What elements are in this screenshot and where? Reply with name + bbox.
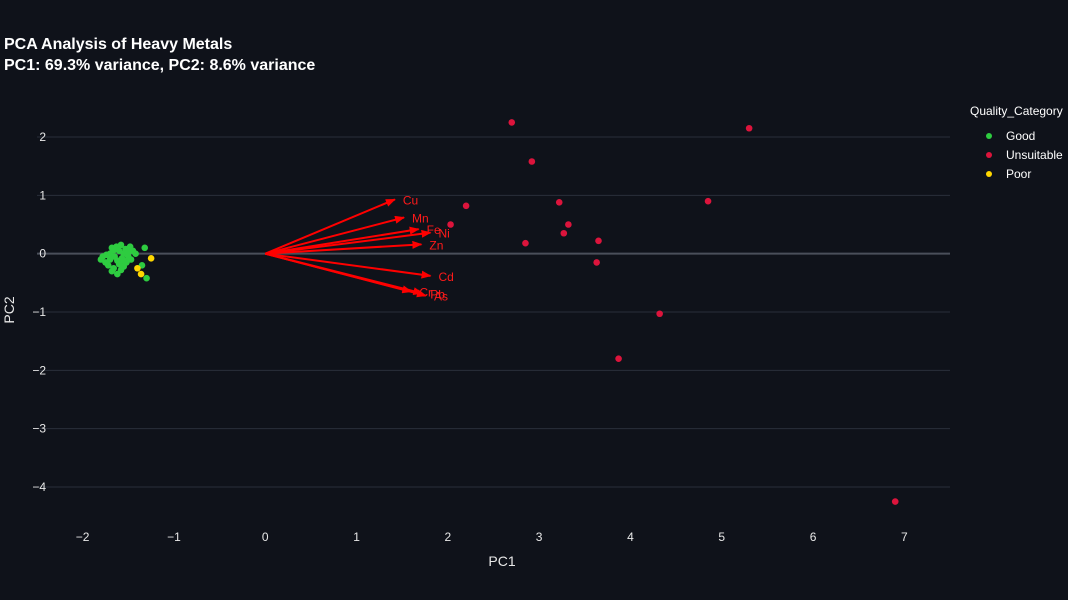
loading-label-ni: Ni (439, 227, 450, 241)
point-good[interactable] (103, 251, 110, 259)
point-unsuitable[interactable] (462, 202, 470, 210)
point-unsuitable[interactable] (593, 259, 600, 266)
point-good[interactable] (141, 244, 149, 252)
legend-swatch-good (986, 132, 992, 139)
chart-subtitle: PC1: 69.3% variance, PC2: 8.6% variance (4, 57, 316, 74)
point-poor[interactable] (137, 270, 145, 278)
grid-layer (37, 136, 950, 488)
point-unsuitable[interactable] (891, 498, 899, 505)
y-axis-title: PC2 (1, 296, 17, 323)
loading-label-as: As (434, 290, 448, 304)
loading-arrow-ni (265, 229, 432, 255)
x-tick-label: −2 (76, 530, 90, 544)
loading-label-zn: Zn (429, 238, 443, 252)
axis-layer: 2 1 0 −1 −2 −3 −4 −2 −1 0 1 2 3 4 5 6 7 (32, 130, 908, 544)
loading-arrow-mn (264, 215, 405, 255)
points-layer (97, 119, 899, 505)
point-unsuitable[interactable] (560, 229, 568, 237)
y-tick-label: −1 (32, 305, 46, 319)
x-tick-label: −1 (167, 530, 181, 544)
loading-arrow-as (264, 252, 427, 298)
x-tick-label: 3 (536, 530, 543, 544)
point-poor[interactable] (134, 264, 141, 272)
x-axis-title: PC1 (488, 553, 515, 569)
point-good[interactable] (110, 246, 117, 254)
point-unsuitable[interactable] (555, 199, 563, 206)
loading-label-cd: Cd (439, 270, 454, 284)
y-tick-label: 2 (39, 130, 46, 144)
point-unsuitable[interactable] (615, 355, 622, 362)
y-tick-label: −2 (32, 363, 46, 377)
x-tick-label: 5 (718, 530, 725, 544)
legend-item-good[interactable]: Good (970, 126, 1063, 145)
legend-label-good: Good (1006, 128, 1036, 143)
legend-label-unsuitable: Unsuitable (1006, 147, 1063, 162)
loading-label-pb: Pb (430, 287, 445, 301)
x-tick-label: 7 (901, 530, 908, 544)
legend-swatch-poor (986, 170, 992, 177)
point-unsuitable[interactable] (528, 158, 536, 165)
legend-item-unsuitable[interactable]: Unsuitable (970, 145, 1063, 164)
point-unsuitable[interactable] (565, 221, 572, 228)
y-tick-label: 1 (39, 188, 46, 202)
x-tick-label: 0 (262, 530, 269, 544)
point-unsuitable[interactable] (447, 221, 454, 228)
x-tick-label: 6 (810, 530, 817, 544)
legend: Quality_Category Good Unsuitable Poor (970, 104, 1063, 183)
legend-item-poor[interactable]: Poor (970, 164, 1063, 183)
loading-label-cu: Cu (403, 193, 418, 207)
x-tick-label: 4 (627, 530, 634, 544)
loading-arrow-cu (264, 198, 396, 255)
y-tick-label: −4 (32, 480, 46, 494)
point-unsuitable[interactable] (508, 119, 516, 126)
loading-label-mn: Mn (412, 212, 429, 226)
loading-arrow-cd (265, 252, 432, 279)
point-unsuitable[interactable] (522, 239, 529, 247)
point-good[interactable] (117, 241, 125, 249)
point-good[interactable] (127, 256, 135, 263)
point-good[interactable] (117, 266, 125, 274)
point-good[interactable] (108, 267, 116, 275)
point-unsuitable[interactable] (595, 237, 602, 245)
x-tick-label: 1 (353, 530, 360, 544)
point-unsuitable[interactable] (656, 310, 663, 318)
point-unsuitable[interactable] (745, 124, 753, 132)
chart-title: PCA Analysis of Heavy Metals (4, 36, 233, 53)
point-good[interactable] (132, 250, 139, 257)
x-tick-label: 2 (445, 530, 452, 544)
y-tick-label: −3 (32, 422, 46, 436)
point-unsuitable[interactable] (704, 197, 712, 205)
point-good[interactable] (143, 274, 150, 282)
loading-arrow-zn (265, 240, 423, 255)
legend-title: Quality_Category (970, 104, 1063, 118)
point-good[interactable] (120, 257, 128, 264)
point-good[interactable] (104, 262, 112, 269)
y-tick-label: 0 (39, 247, 46, 261)
point-poor[interactable] (147, 255, 155, 262)
legend-swatch-unsuitable (986, 151, 992, 158)
legend-label-poor: Poor (1006, 166, 1032, 181)
